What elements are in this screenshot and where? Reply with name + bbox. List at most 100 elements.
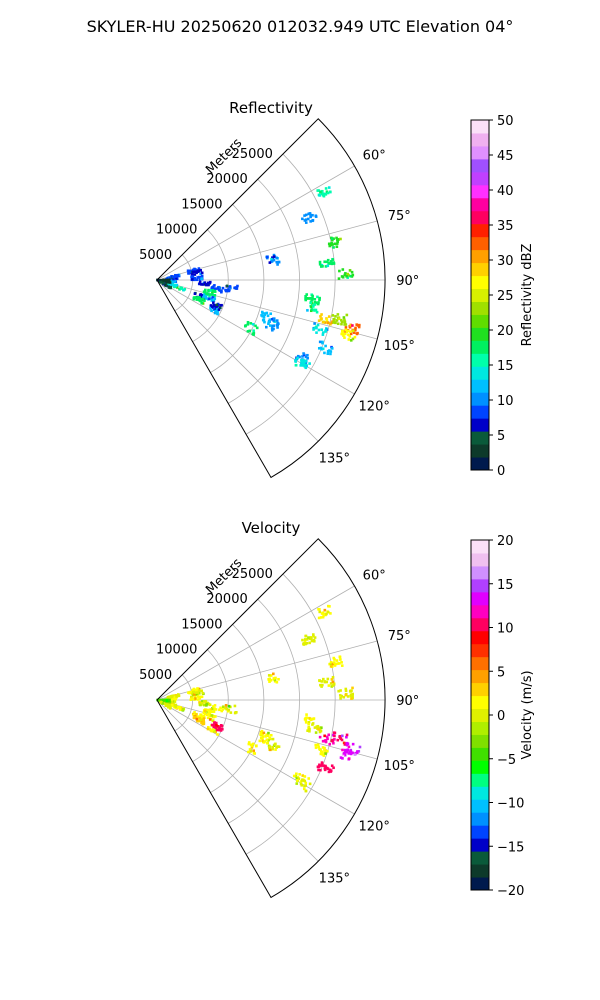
echo-cell [190,274,204,282]
echo-pixel [175,286,179,289]
echo-pixel [201,283,205,286]
panel-title: Velocity [242,519,301,537]
echo-pixel [224,706,227,710]
echo-cell [247,741,258,755]
echo-pixel [208,293,211,296]
echo-pixel [332,237,335,240]
echo-pixel [273,678,277,682]
echo-pixel [294,775,298,778]
echo-pixel [166,282,170,286]
echo-pixel [332,661,336,664]
echo-pixel [214,715,217,718]
echo-pixel [202,295,206,299]
echo-pixel [208,713,212,716]
echo-pixel [317,301,320,304]
echo-pixel [158,279,162,283]
echo-pixel [345,743,349,747]
echo-pixel [301,217,304,221]
echo-pixel [326,737,329,741]
echo-pixel [168,700,172,704]
echo-pixel [191,275,195,279]
echo-pixel [345,330,349,334]
echo-pixel [317,728,320,731]
echo-pixel [319,346,323,350]
echo-pixel [351,686,354,690]
echo-pixel [318,747,321,751]
echo-pixel [347,338,351,341]
echo-pixel [300,779,304,782]
echo-pixel [341,748,344,752]
echo-pixel [295,772,298,776]
echo-pixel [228,285,232,288]
echo-pixel [303,784,306,788]
echo-pixel [211,728,215,731]
echo-pixel [329,260,333,263]
echo-pixel [277,677,280,681]
echo-pixel [323,608,327,612]
echo-pixel [304,297,307,301]
echo-pixel [320,317,323,320]
echo-pixel [270,259,274,263]
echo-pixel [262,315,266,319]
angle-tick-label: 90° [396,274,419,289]
echo-pixel [328,742,332,746]
colorbar-segment [471,184,489,199]
echo-pixel [336,738,340,742]
echo-pixel [317,346,321,350]
echo-pixel [332,262,336,265]
echo-pixel [203,292,207,295]
echo-pixel [336,240,339,244]
echo-pixel [331,680,335,684]
echo-pixel [303,779,307,783]
echo-pixel [333,738,336,741]
colorbar-segment [471,656,489,671]
echo-pixel [331,675,335,679]
echo-pixel [173,284,177,287]
echo-pixel [196,691,199,694]
echo-pixel [311,213,314,217]
colorbar-segment [471,236,489,251]
echo-pixel [204,283,208,286]
echo-pixel [337,689,340,693]
echo-pixel [215,303,219,307]
echo-pixel [197,275,201,279]
echo-pixel [333,242,337,246]
echo-pixel [269,733,273,737]
echo-cell [192,715,206,726]
echo-cell [224,284,239,293]
echo-pixel [317,616,321,620]
echo-pixel [309,636,313,639]
echo-pixel [205,297,208,300]
echo-pixel [219,706,222,710]
echo-pixel [202,703,206,707]
echo-pixel [229,286,232,290]
echo-pixel [311,218,315,222]
echo-pixel [340,664,344,667]
echo-pixel [188,269,191,273]
echo-pixel [324,193,328,196]
echo-pixel [170,695,174,698]
echo-pixel [168,696,172,700]
echo-pixel [275,256,278,260]
echo-pixel [221,705,225,709]
echo-pixel [193,689,197,692]
echo-pixel [207,289,210,293]
echo-pixel [314,308,318,312]
colorbar-tick-label: 10 [497,394,514,409]
azimuth-gridline [156,699,355,815]
echo-pixel [335,245,339,249]
echo-pixel [349,330,352,333]
angle-tick-label: 105° [384,759,415,774]
echo-pixel [321,347,325,351]
colorbar-tick-label: 5 [497,665,505,680]
echo-pixel [198,689,201,692]
echo-pixel [296,779,299,782]
echo-pixel [329,682,333,685]
echo-pixel [317,607,320,611]
echo-pixel [264,325,268,329]
echo-pixel [323,767,327,770]
echo-pixel [325,735,329,739]
echo-pixel [272,253,276,257]
echo-pixel [351,324,354,327]
